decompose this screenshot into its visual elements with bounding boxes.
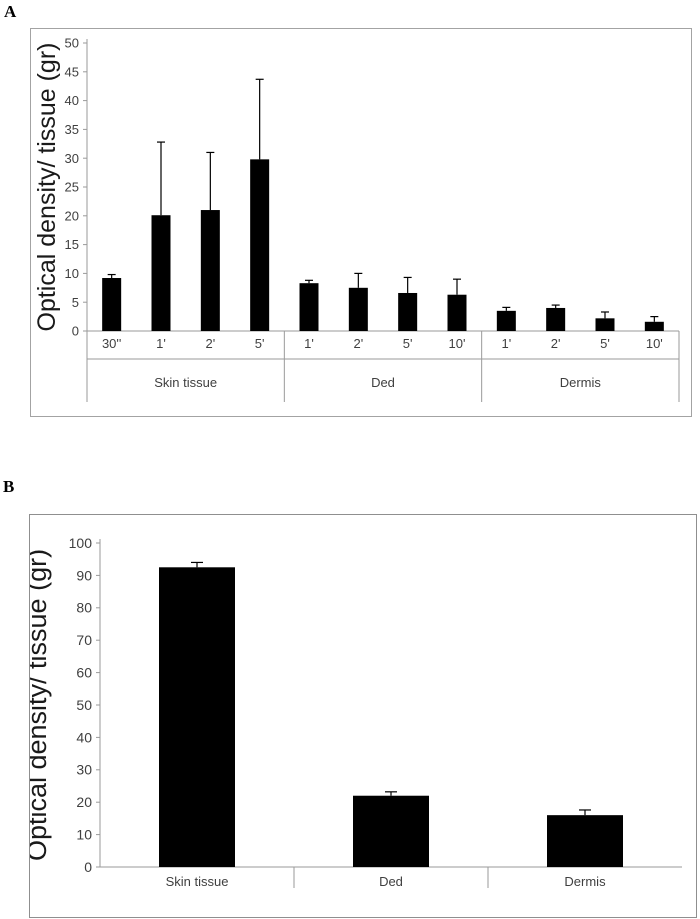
bar [546, 307, 566, 331]
y-tick-label: 15 [65, 237, 79, 252]
panel-a-chart-box: 0 5 10 15 20 25 30 35 40 45 50 30'' 1' 2' 5' 1' 2' 5' 10' 1… [30, 28, 692, 417]
bar [447, 294, 467, 331]
y-axis-title: Optical density/ tissue (gr) [30, 549, 52, 861]
bar [547, 815, 623, 867]
group-label: Dermis [560, 375, 602, 390]
y-tick-label: 45 [65, 64, 79, 79]
category-label: 2' [353, 336, 363, 351]
category-label: 1' [304, 336, 314, 351]
chart-a-svg: 0 5 10 15 20 25 30 35 40 45 50 30'' 1' 2' 5' 1' 2' 5' 10' 1… [33, 36, 680, 402]
bar [496, 310, 516, 331]
y-tick-label: 10 [76, 827, 92, 843]
bar [299, 283, 319, 331]
y-tick-label: 30 [76, 762, 92, 778]
bar [159, 567, 235, 867]
category-label: 5' [255, 336, 265, 351]
y-tick-label: 0 [72, 324, 79, 339]
group-label: Ded [371, 375, 395, 390]
panel-a-label: A [4, 2, 17, 21]
category-label: 1' [156, 336, 166, 351]
bar [200, 210, 220, 331]
category-label: Ded [379, 874, 403, 889]
y-tick-label: 5 [72, 295, 79, 310]
category-label: 10' [449, 336, 466, 351]
bar [250, 159, 270, 331]
bar [348, 287, 368, 331]
y-tick-label: 35 [65, 122, 79, 137]
panel-b-label: B [3, 477, 15, 496]
bar [151, 215, 171, 331]
y-tick-label: 10 [65, 266, 79, 281]
y-tick-label: 60 [76, 665, 92, 681]
category-label: 1' [501, 336, 511, 351]
bar [353, 795, 429, 867]
category-label: 5' [403, 336, 413, 351]
y-tick-label: 0 [84, 859, 92, 875]
y-tick-label: 40 [76, 729, 92, 745]
y-axis-title: Optical density/ tissue (gr) [33, 43, 61, 332]
category-label: Skin tissue [166, 874, 229, 889]
y-tick-label: 30 [65, 151, 79, 166]
category-label: 2' [205, 336, 215, 351]
y-tick-label: 20 [76, 794, 92, 810]
y-tick-label: 100 [69, 535, 93, 551]
y-tick-label: 70 [76, 632, 92, 648]
bar [644, 321, 664, 331]
category-label: 5' [600, 336, 610, 351]
y-tick-label: 20 [65, 208, 79, 223]
bar [398, 292, 418, 331]
category-label: 2' [551, 336, 561, 351]
y-tick-label: 50 [65, 36, 79, 51]
chart-b-svg: 0 10 20 30 40 50 60 70 80 90 100 Skin tissue Ded Derm… [30, 535, 682, 889]
category-label: 10' [646, 336, 663, 351]
bar [102, 278, 122, 331]
panel-b-chart-box: 0 10 20 30 40 50 60 70 80 90 100 Skin tissue Ded Derm… [29, 514, 697, 918]
category-label: Dermis [564, 874, 606, 889]
category-label: 30'' [102, 336, 121, 351]
y-tick-label: 50 [76, 697, 92, 713]
y-tick-label: 25 [65, 180, 79, 195]
y-tick-label: 90 [76, 567, 92, 583]
y-tick-label: 40 [65, 93, 79, 108]
y-tick-label: 80 [76, 600, 92, 616]
bar [595, 318, 615, 331]
group-label: Skin tissue [154, 375, 217, 390]
